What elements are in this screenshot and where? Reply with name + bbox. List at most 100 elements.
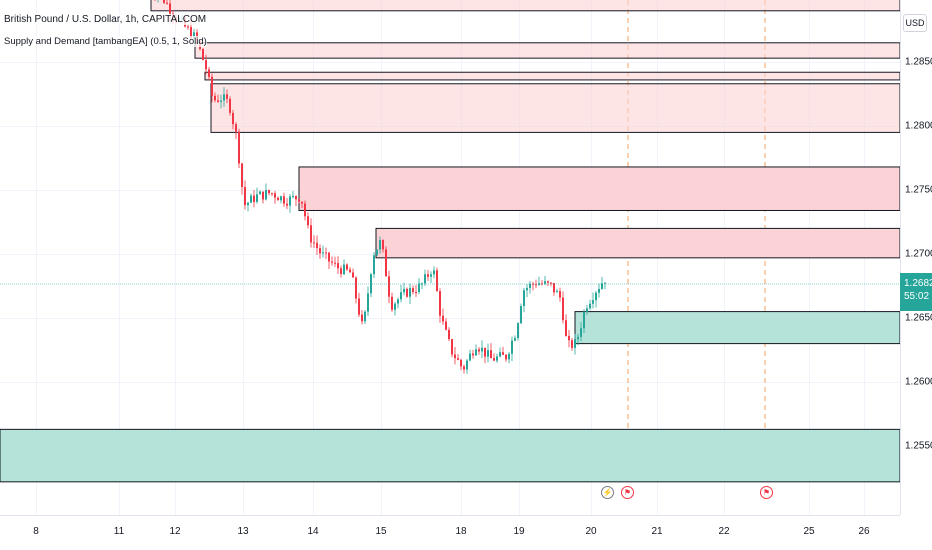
time-axis[interactable]: 8 11 12 13 14 15 18 19 20 21 22 25 26 [0, 515, 900, 550]
candle-body [274, 193, 276, 198]
candle-body [388, 276, 390, 297]
candle [577, 333, 579, 346]
time-axis-label: 11 [113, 526, 125, 537]
candle-body [229, 98, 231, 113]
candle [589, 299, 591, 311]
candle-body [223, 94, 225, 101]
candle [517, 322, 519, 341]
demand-zone [0, 428, 900, 483]
candle-body [238, 131, 240, 164]
candle-body [283, 196, 285, 204]
candle [286, 197, 288, 210]
candle-body [190, 27, 192, 39]
price-axis-label: 1.27500 [905, 184, 932, 196]
price-chart[interactable] [0, 0, 900, 515]
candle-body [277, 197, 279, 201]
candle-body [271, 193, 273, 195]
candle [493, 353, 495, 362]
candle-body [499, 352, 501, 357]
candle-body [349, 269, 351, 273]
candle [514, 335, 516, 342]
candle [310, 218, 312, 248]
flag-icon[interactable]: ⚑ [621, 486, 634, 499]
candle [490, 343, 492, 359]
candle-body [247, 202, 249, 206]
candle [526, 283, 528, 298]
candle-body [361, 314, 363, 322]
candle-body [187, 26, 189, 28]
candle-body [472, 353, 474, 356]
candle-body [409, 288, 411, 297]
candle [283, 192, 285, 207]
candle-body [367, 293, 369, 312]
symbol-title[interactable]: British Pound / U.S. Dollar, 1h, CAPITAL… [4, 14, 207, 25]
candle-body [445, 321, 447, 330]
candle-body [256, 194, 258, 202]
supply-demand-zones [0, 0, 900, 483]
candle [304, 200, 306, 221]
candle-body [511, 340, 513, 354]
candle [205, 54, 207, 75]
candle [241, 162, 243, 195]
candle [421, 282, 423, 289]
candle [301, 201, 303, 209]
candle-body [358, 298, 360, 315]
flag-icon[interactable]: ⚑ [760, 486, 773, 499]
candle-body [601, 283, 603, 289]
candle [472, 349, 474, 359]
candle-body [583, 311, 585, 329]
candle-body [253, 195, 255, 202]
candle-body [496, 356, 498, 361]
candle-body [316, 242, 318, 249]
candle [361, 310, 363, 325]
lightning-icon[interactable]: ⚡ [601, 486, 614, 499]
candle-body [307, 216, 309, 226]
time-axis-label: 12 [169, 526, 181, 537]
candle [343, 259, 345, 276]
chart-area[interactable]: British Pound / U.S. Dollar, 1h, CAPITAL… [0, 0, 900, 515]
candle [538, 276, 540, 286]
candle-body [286, 203, 288, 206]
candle [574, 333, 576, 355]
candle-body [502, 352, 504, 355]
candle [226, 89, 228, 104]
candle-body [604, 282, 606, 284]
candle-body [352, 272, 354, 278]
time-axis-label: 8 [33, 526, 39, 537]
candle-body [577, 336, 579, 340]
candle [349, 267, 351, 273]
candle [265, 183, 267, 201]
candle [331, 256, 333, 266]
time-axis-label: 20 [585, 526, 597, 537]
time-axis-label: 25 [803, 526, 815, 537]
candle-body [217, 100, 219, 102]
candle [523, 287, 525, 313]
currency-button[interactable]: USD [903, 14, 927, 32]
supply-zone [298, 166, 900, 211]
candle-body [448, 329, 450, 340]
candle [601, 276, 603, 290]
indicator-legend[interactable]: Supply and Demand [tambangEA] (0.5, 1, S… [4, 36, 207, 47]
candle [583, 309, 585, 334]
candle-body [568, 335, 570, 341]
price-axis[interactable]: 1.28500 1.28000 1.27500 1.27000 1.26500 1.260… [900, 0, 932, 515]
candle-body [265, 190, 267, 200]
candle [352, 268, 354, 278]
candle-body [205, 60, 207, 70]
candle-body [520, 306, 522, 324]
candle-body [193, 32, 195, 39]
supply-zone [204, 71, 900, 81]
candle [454, 347, 456, 365]
candle-body [304, 203, 306, 217]
candle-body [214, 95, 216, 101]
candle-body [232, 112, 234, 125]
last-price-value: 1.26821 [904, 278, 932, 289]
candle [223, 87, 225, 108]
candle [562, 291, 564, 324]
candle-body [412, 288, 414, 292]
candle [547, 280, 549, 287]
candle [598, 283, 600, 298]
candle-body [376, 249, 378, 256]
time-axis-label: 15 [375, 526, 387, 537]
candle-body [298, 199, 300, 202]
